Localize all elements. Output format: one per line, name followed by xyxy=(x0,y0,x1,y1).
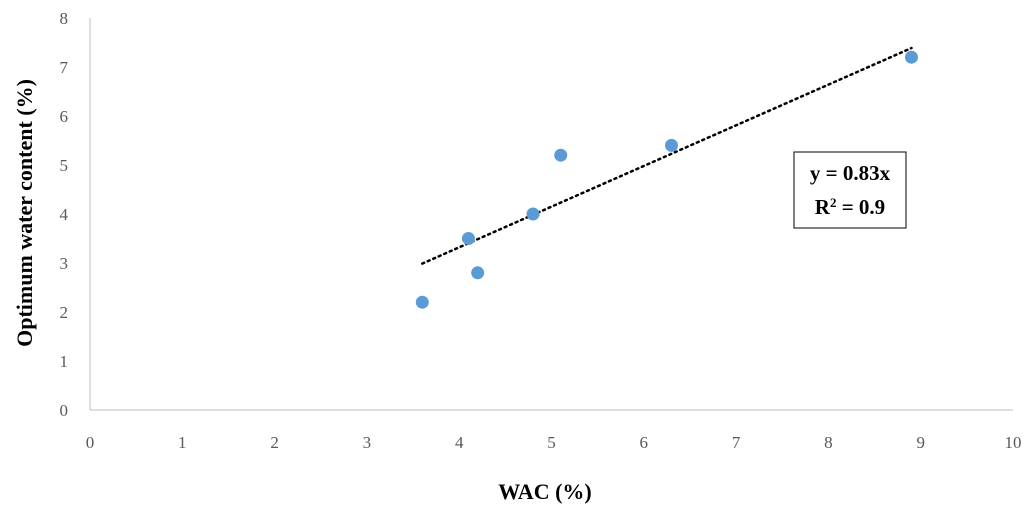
x-tick-label: 10 xyxy=(1005,433,1022,452)
x-tick-label: 8 xyxy=(824,433,833,452)
data-point xyxy=(554,148,568,162)
data-point xyxy=(664,138,678,152)
y-tick-label: 6 xyxy=(60,107,69,126)
x-axis-title: WAC (%) xyxy=(498,479,592,504)
data-point xyxy=(415,295,429,309)
y-tick-label: 0 xyxy=(60,401,69,420)
x-tick-label: 9 xyxy=(916,433,925,452)
trendline xyxy=(421,46,913,265)
y-tick-label: 8 xyxy=(60,9,69,28)
x-tick-label: 1 xyxy=(178,433,187,452)
y-axis-title: Optimum water content (%) xyxy=(12,79,37,347)
y-tick-label: 4 xyxy=(60,205,69,224)
equation-box: y = 0.83x R2 = 0.9 xyxy=(793,151,907,229)
equation-label: y = 0.83x xyxy=(810,161,891,185)
data-point xyxy=(526,207,540,221)
data-point xyxy=(904,50,918,64)
x-tick-label: 2 xyxy=(270,433,279,452)
y-tick-label: 3 xyxy=(60,254,69,273)
x-tick-label: 0 xyxy=(86,433,95,452)
x-tick-label: 7 xyxy=(732,433,741,452)
x-tick-label: 6 xyxy=(640,433,649,452)
x-tick-label: 5 xyxy=(547,433,556,452)
y-tick-label: 5 xyxy=(60,156,69,175)
y-tick-label: 2 xyxy=(60,303,69,322)
data-point xyxy=(461,232,475,245)
y-tick-label: 1 xyxy=(60,352,69,371)
data-point xyxy=(471,266,485,280)
r-squared-label: R2 = 0.9 xyxy=(815,195,885,219)
x-tick-label: 3 xyxy=(363,433,372,452)
y-tick-label: 7 xyxy=(60,58,69,77)
x-tick-label: 4 xyxy=(455,433,464,452)
